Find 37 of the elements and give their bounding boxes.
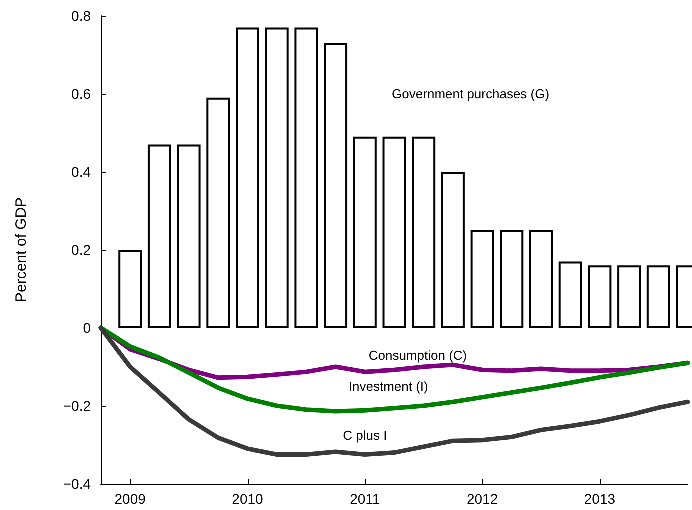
y-tick-label: 0.8 bbox=[72, 8, 92, 24]
y-tick-label: 0 bbox=[83, 320, 92, 336]
bar bbox=[294, 28, 318, 328]
series-label: Investment (I) bbox=[348, 379, 428, 394]
bar bbox=[148, 144, 172, 328]
line-series bbox=[98, 326, 690, 457]
series-label: C plus I bbox=[343, 428, 388, 443]
bar bbox=[588, 266, 612, 328]
x-tick-label: 2010 bbox=[232, 491, 264, 507]
bar bbox=[118, 250, 142, 328]
bar bbox=[206, 98, 230, 328]
bar bbox=[236, 28, 260, 328]
bar bbox=[382, 136, 406, 328]
y-tick-label: 0.6 bbox=[72, 86, 92, 102]
bar bbox=[441, 172, 465, 328]
text: Government purchases (G) bbox=[392, 86, 550, 102]
bar bbox=[646, 266, 670, 328]
bar bbox=[470, 230, 494, 328]
series-label: Consumption (C) bbox=[368, 348, 468, 363]
x-tick-label: 2011 bbox=[350, 491, 380, 507]
x-tick-label: 2013 bbox=[584, 491, 616, 507]
y-tick-label: −0.2 bbox=[63, 398, 92, 414]
x-tick-label: 2009 bbox=[114, 491, 146, 507]
bar bbox=[265, 28, 289, 328]
bar bbox=[412, 136, 436, 328]
bar bbox=[530, 230, 553, 328]
y-tick-label: −0.4 bbox=[63, 476, 92, 492]
bar bbox=[324, 43, 348, 328]
bar bbox=[618, 266, 642, 328]
x-tick-label: 2012 bbox=[466, 491, 498, 507]
y-tick-label: 0.4 bbox=[72, 164, 92, 180]
bar bbox=[353, 136, 377, 328]
bar bbox=[558, 262, 582, 328]
bar bbox=[500, 230, 524, 328]
bar bbox=[177, 144, 201, 328]
y-axis-title: Percent of GDP bbox=[13, 197, 30, 303]
y-tick-label: 0.2 bbox=[72, 242, 92, 258]
